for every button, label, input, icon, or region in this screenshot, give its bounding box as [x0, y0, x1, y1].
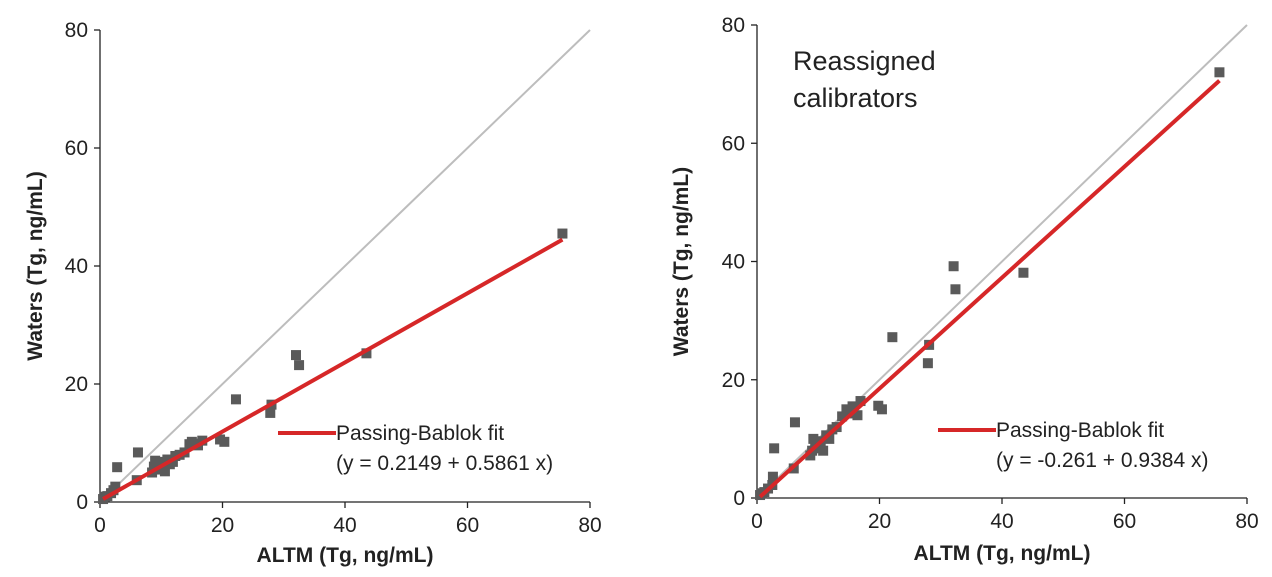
y-axis-title: Waters (Tg, ng/mL)	[24, 171, 47, 360]
x-axis-title: ALTM (Tg, ng/mL)	[914, 542, 1091, 565]
x-tick-label: 20	[211, 514, 234, 537]
legend-equation: (y = 0.2149 + 0.5861 x)	[336, 452, 553, 475]
data-point	[767, 471, 778, 482]
y-axis-title: Waters (Tg, ng/mL)	[670, 167, 693, 356]
x-tick-label: 60	[1113, 510, 1136, 533]
data-point	[950, 284, 961, 295]
data-point	[1018, 267, 1029, 278]
x-axis-title: ALTM (Tg, ng/mL)	[257, 544, 434, 567]
data-point	[294, 360, 305, 371]
data-point	[769, 443, 780, 454]
chart-panel-right: 0 20 40 60 80 0 20 40 60 80 ALTM (Tg, ng/mL) Waters…	[670, 14, 1259, 565]
x-tick-label: 0	[94, 514, 106, 537]
data-point	[159, 466, 170, 477]
x-tick-label: 80	[1235, 510, 1258, 533]
chart-annotation-line: calibrators	[793, 83, 918, 113]
x-tick-label: 0	[751, 510, 763, 533]
y-tick-label: 60	[65, 137, 88, 160]
data-point	[876, 404, 887, 415]
data-point	[855, 396, 866, 407]
x-tick-label: 20	[868, 510, 891, 533]
legend-label: Passing-Bablok fit	[336, 422, 504, 445]
x-tick-label: 40	[990, 510, 1013, 533]
data-point	[167, 456, 178, 467]
data-point	[837, 411, 848, 422]
data-point	[808, 433, 819, 444]
data-point	[230, 394, 241, 405]
y-tick-label: 40	[65, 255, 88, 278]
data-point	[948, 261, 959, 272]
fit-line	[102, 237, 564, 501]
identity-line	[99, 29, 591, 503]
y-tick-label: 20	[65, 373, 88, 396]
data-point	[132, 447, 143, 458]
y-tick-label: 80	[65, 19, 88, 42]
y-tick-label: 40	[722, 251, 745, 274]
y-tick-label: 0	[76, 491, 88, 514]
data-point	[1214, 67, 1225, 78]
fit-line	[758, 79, 1221, 499]
data-point	[824, 433, 835, 444]
x-tick-label: 40	[333, 514, 356, 537]
data-point	[265, 407, 276, 418]
data-point	[847, 401, 858, 412]
y-tick-label: 80	[722, 14, 745, 37]
y-tick-label: 60	[722, 132, 745, 155]
data-point	[291, 350, 301, 361]
data-point	[887, 332, 898, 343]
data-point	[557, 228, 568, 239]
y-tick-label: 20	[722, 369, 745, 392]
legend-label: Passing-Bablok fit	[996, 419, 1164, 442]
data-point	[789, 417, 800, 428]
y-tick-label: 0	[733, 487, 745, 510]
data-point	[852, 410, 863, 421]
data-point	[197, 435, 208, 446]
data-point	[112, 462, 123, 473]
data-point	[110, 481, 121, 492]
data-point	[818, 445, 829, 456]
chart-annotation-line: Reassigned	[793, 46, 936, 76]
data-point	[361, 348, 372, 359]
x-tick-label: 80	[578, 514, 601, 537]
legend-equation: (y = -0.261 + 0.9384 x)	[996, 449, 1208, 472]
data-point	[219, 436, 230, 447]
chart-panel-left: 0 20 40 60 80 0 20 40 60 80 ALTM (Tg, ng/mL) Waters…	[24, 19, 602, 567]
data-point	[922, 358, 933, 369]
x-tick-label: 60	[456, 514, 479, 537]
